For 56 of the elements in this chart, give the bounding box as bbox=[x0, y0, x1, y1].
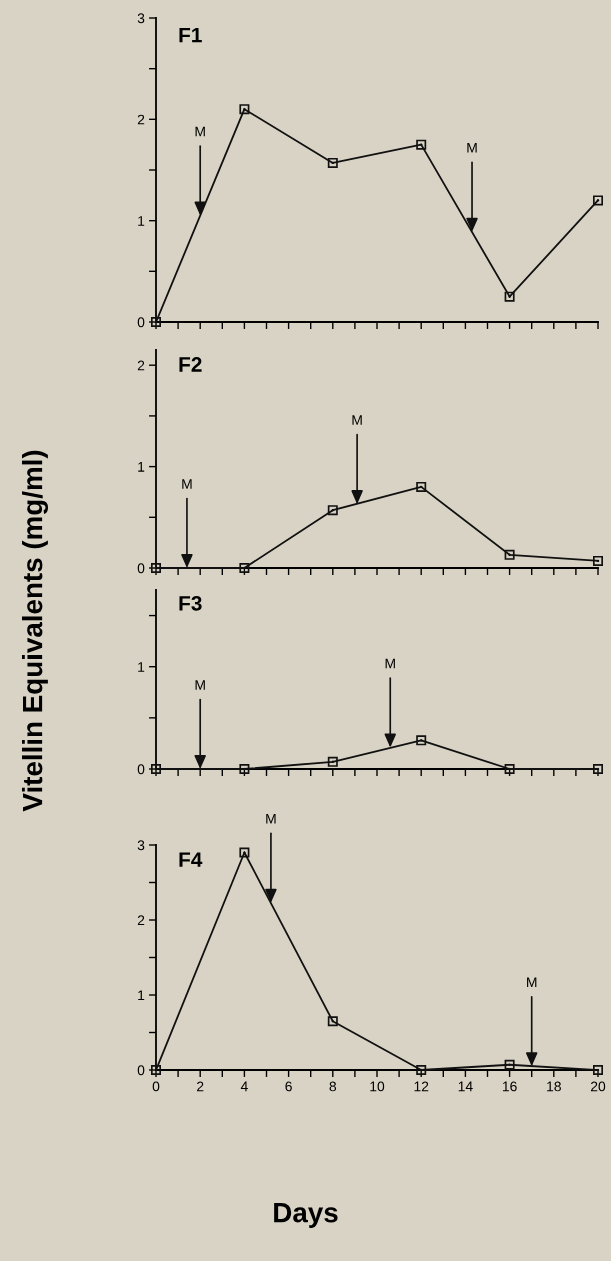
chart-title: F3 bbox=[179, 595, 202, 611]
x-tick-label: 0 bbox=[152, 1081, 160, 1092]
x-tick-label: 12 bbox=[414, 1081, 429, 1092]
y-tick-label: 2 bbox=[137, 915, 145, 926]
y-tick-label: 2 bbox=[137, 360, 145, 371]
x-tick-label: 10 bbox=[370, 1081, 385, 1092]
annotation: M bbox=[266, 813, 276, 824]
annotation: M bbox=[385, 658, 395, 669]
point bbox=[416, 481, 427, 492]
chart-title: F4 bbox=[179, 852, 203, 867]
point bbox=[327, 756, 338, 767]
y-tick-label: 0 bbox=[137, 1065, 145, 1076]
x-tick-label: 16 bbox=[502, 1081, 517, 1092]
x-tick-label: 2 bbox=[197, 1081, 204, 1092]
y-axis-title: Vitellin Equivalents (mg/ml) bbox=[21, 450, 49, 812]
y-tick-label: 1 bbox=[138, 990, 145, 1001]
point bbox=[416, 735, 427, 746]
annotation: M bbox=[195, 126, 205, 137]
y-tick-label: 0 bbox=[137, 317, 145, 328]
point bbox=[239, 847, 250, 858]
point bbox=[416, 1064, 427, 1076]
point bbox=[416, 139, 427, 150]
point bbox=[504, 291, 515, 302]
x-tick-label: 14 bbox=[458, 1081, 473, 1092]
annotation: M bbox=[527, 977, 537, 987]
x-axis-title: Days bbox=[274, 1203, 338, 1228]
x-tick-label: 4 bbox=[240, 1081, 248, 1092]
point bbox=[327, 157, 338, 168]
point bbox=[592, 195, 604, 206]
y-tick-label: 1 bbox=[138, 216, 145, 226]
x-tick-label: 18 bbox=[547, 1081, 561, 1092]
chart-title: F1 bbox=[179, 27, 202, 43]
y-tick-label: 0 bbox=[137, 764, 145, 775]
chart-title: F2 bbox=[179, 357, 202, 372]
point bbox=[239, 763, 250, 775]
point bbox=[239, 104, 250, 115]
y-tick-label: 0 bbox=[137, 563, 145, 574]
point bbox=[592, 555, 604, 566]
point bbox=[504, 1059, 515, 1070]
point bbox=[504, 549, 515, 560]
annotation: M bbox=[182, 479, 192, 489]
y-tick-label: 1 bbox=[138, 462, 145, 472]
y-tick-label: 3 bbox=[137, 13, 145, 24]
point bbox=[239, 562, 250, 574]
point bbox=[504, 763, 515, 775]
annotation: M bbox=[467, 142, 477, 153]
x-tick-label: 6 bbox=[285, 1081, 292, 1092]
annotation: M bbox=[352, 415, 362, 425]
x-tick-label: 8 bbox=[329, 1081, 337, 1092]
x-tick-label: 20 bbox=[590, 1081, 606, 1092]
y-tick-label: 1 bbox=[138, 662, 145, 672]
y-tick-label: 3 bbox=[137, 840, 145, 851]
point bbox=[327, 505, 338, 516]
y-tick-label: 2 bbox=[137, 114, 145, 125]
annotation: M bbox=[195, 680, 205, 690]
point bbox=[327, 1016, 338, 1027]
